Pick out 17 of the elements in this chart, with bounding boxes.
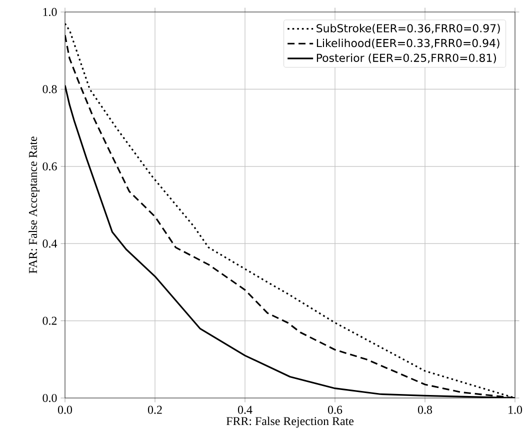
y-axis-title: FAR: False Acceptance Rate bbox=[28, 136, 40, 274]
x-tick-label: 0.0 bbox=[58, 406, 72, 414]
y-tick-label: 0.6 bbox=[42, 162, 57, 170]
x-tick-label: 0.2 bbox=[148, 406, 162, 414]
y-tick-label: 1.0 bbox=[43, 8, 57, 16]
y-tick-label: 0.8 bbox=[42, 85, 57, 94]
y-tick-label: 0.0 bbox=[42, 394, 57, 402]
x-tick-label: 1.0 bbox=[508, 406, 522, 414]
x-axis-title: FRR: False Rejection Rate bbox=[226, 416, 354, 428]
x-tick-label: 0.4 bbox=[238, 406, 252, 414]
x-tick-label: 0.6 bbox=[328, 406, 342, 414]
y-tick-label: 0.2 bbox=[42, 316, 57, 325]
x-tick-label: 0.8 bbox=[418, 406, 432, 414]
legend-label: Posterior (EER=0.25,FRR0=0.81) bbox=[316, 54, 496, 64]
legend-label: SubStroke(EER=0.36,FRR0=0.97) bbox=[316, 24, 500, 34]
y-tick-label: 0.4 bbox=[42, 240, 58, 248]
legend-label: Likelihood(EER=0.33,FRR0=0.94) bbox=[316, 38, 500, 48]
